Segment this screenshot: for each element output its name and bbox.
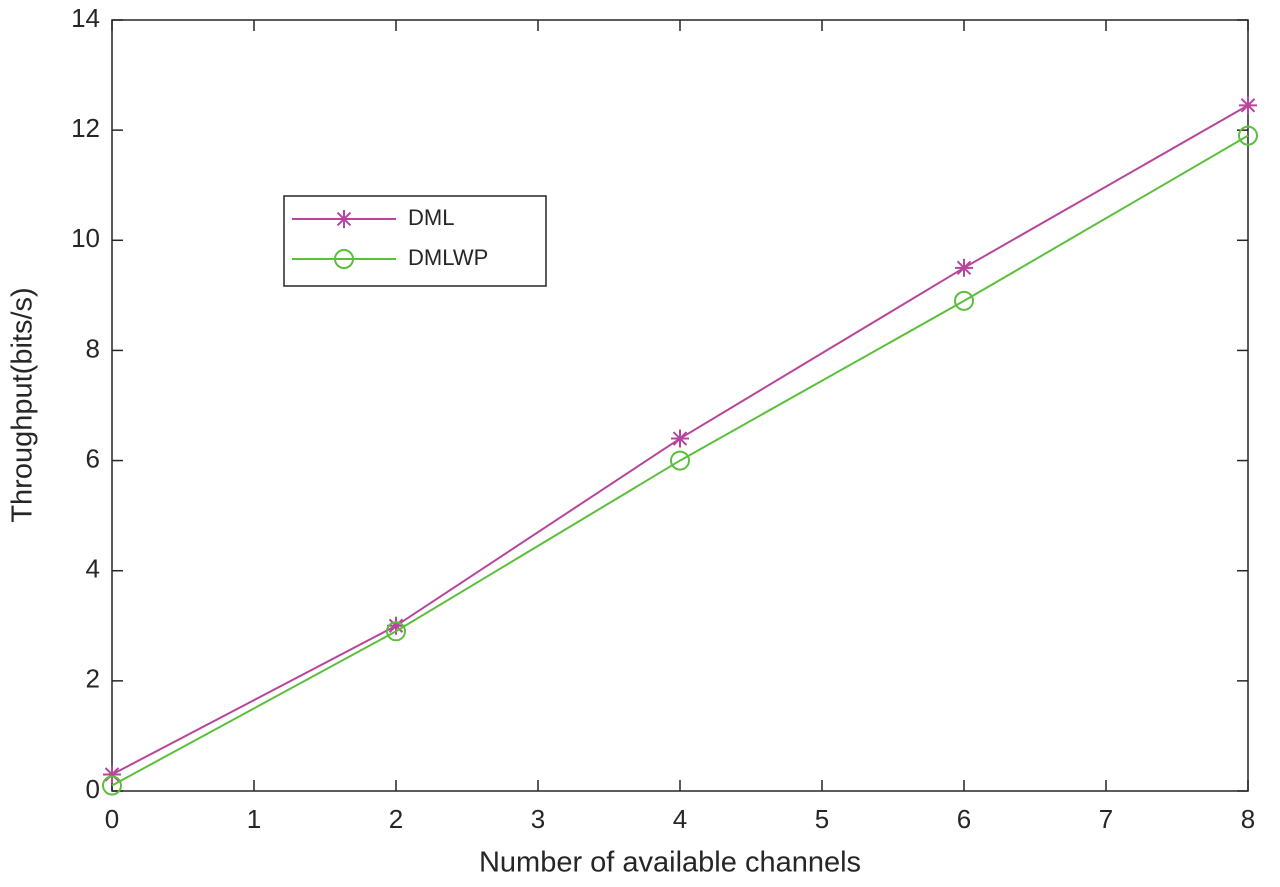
legend-label: DML bbox=[408, 205, 454, 230]
x-tick-label: 2 bbox=[389, 804, 403, 834]
marker bbox=[103, 765, 121, 784]
x-tick-label: 6 bbox=[957, 804, 971, 834]
y-tick-label: 2 bbox=[86, 664, 100, 694]
legend-marker bbox=[335, 210, 353, 228]
x-tick-label: 7 bbox=[1099, 804, 1113, 834]
x-tick-label: 5 bbox=[815, 804, 829, 834]
y-tick-label: 4 bbox=[86, 554, 100, 584]
x-tick-label: 1 bbox=[247, 804, 261, 834]
x-tick-label: 8 bbox=[1241, 804, 1255, 834]
x-axis-label: Number of available channels bbox=[479, 847, 861, 879]
y-tick-label: 10 bbox=[71, 223, 100, 253]
marker bbox=[102, 775, 122, 796]
legend-box bbox=[283, 195, 547, 287]
marker bbox=[954, 290, 974, 311]
x-tick-label: 3 bbox=[531, 804, 545, 834]
marker bbox=[386, 621, 406, 642]
legend-label: DMLWP bbox=[408, 245, 488, 270]
y-tick-label: 6 bbox=[86, 443, 100, 473]
y-axis-label: Throughput(bits/s) bbox=[7, 287, 39, 522]
x-tick-label: 0 bbox=[105, 804, 119, 834]
y-tick-label: 14 bbox=[71, 3, 100, 33]
legend-marker bbox=[334, 249, 354, 269]
series-line bbox=[111, 134, 1249, 787]
marker bbox=[1238, 125, 1258, 146]
marker bbox=[1239, 96, 1257, 115]
y-tick-label: 0 bbox=[86, 774, 100, 804]
marker bbox=[955, 258, 973, 277]
legend: DML DMLWP bbox=[283, 195, 547, 287]
y-tick-label: 8 bbox=[86, 333, 100, 363]
x-tick-label: 4 bbox=[673, 804, 687, 834]
plot-frame bbox=[111, 19, 1249, 792]
marker bbox=[671, 429, 689, 448]
y-tick-label: 12 bbox=[71, 113, 100, 143]
marker bbox=[387, 616, 405, 635]
marker bbox=[670, 450, 690, 471]
